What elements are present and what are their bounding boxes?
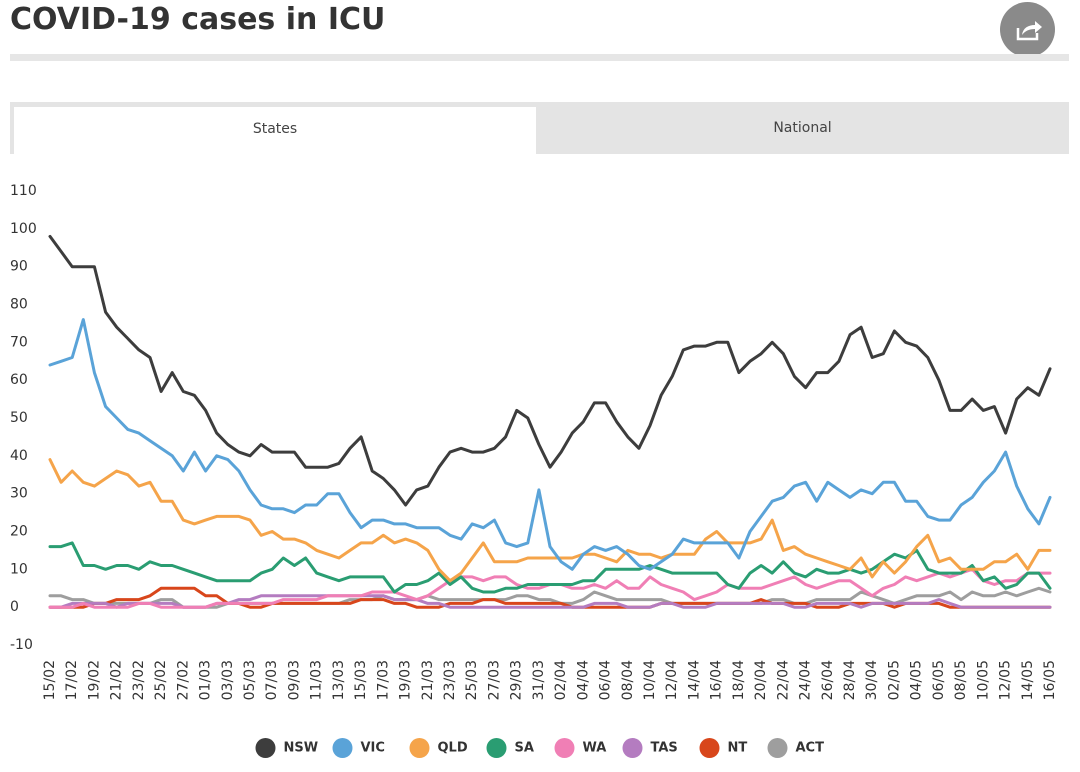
y-tick-label: 100 (10, 221, 37, 237)
y-tick-label: 40 (10, 448, 28, 464)
tab-bar: States National (10, 102, 1069, 154)
legend-label: ACT (796, 741, 825, 756)
x-tick-label: 16/04 (709, 660, 725, 700)
x-tick-label: 24/04 (798, 660, 814, 700)
legend-swatch (255, 738, 276, 758)
x-tick-label: 10/05 (975, 660, 991, 700)
legend-label: NSW (284, 741, 319, 756)
x-tick-label: 15/03 (353, 660, 369, 700)
x-tick-label: 02/04 (553, 660, 569, 700)
x-tick-label: 08/04 (620, 660, 636, 700)
x-tick-label: 25/02 (153, 660, 169, 700)
tab-active[interactable]: States (14, 107, 536, 154)
y-tick-label: 0 (10, 599, 19, 615)
x-tick-label: 02/05 (886, 660, 902, 700)
legend-swatch (699, 738, 720, 758)
x-tick-label: 30/04 (864, 660, 880, 700)
x-tick-label: 28/04 (842, 660, 858, 700)
x-tick-label: 19/02 (86, 660, 102, 700)
x-tick-label: 23/03 (442, 660, 458, 700)
x-tick-label: 08/05 (953, 660, 969, 700)
x-tick-label: 21/03 (420, 660, 436, 700)
x-tick-label: 14/04 (686, 660, 702, 700)
x-tick-label: 06/05 (931, 660, 947, 700)
legend-label: TAS (651, 741, 678, 756)
legend-swatch (767, 738, 788, 758)
x-tick-label: 13/03 (331, 660, 347, 700)
y-tick-label: 10 (10, 561, 28, 577)
legend-swatch (622, 738, 643, 758)
x-tick-label: 22/04 (775, 660, 791, 700)
share-icon (1016, 21, 1042, 41)
x-tick-label: 15/02 (42, 660, 58, 700)
y-tick-label: -10 (10, 637, 33, 653)
y-tick-label: 110 (10, 183, 37, 199)
y-tick-label: 30 (10, 486, 28, 502)
tab[interactable]: National (773, 120, 832, 136)
x-tick-label: 23/02 (131, 660, 147, 700)
x-tick-label: 16/05 (1042, 660, 1058, 700)
legend-label: NT (728, 741, 748, 756)
x-tick-label: 07/03 (264, 660, 280, 700)
x-tick-label: 11/03 (309, 660, 325, 700)
y-tick-label: 20 (10, 524, 28, 540)
x-tick-label: 19/03 (398, 660, 414, 700)
x-tick-label: 10/04 (642, 660, 658, 700)
x-tick-label: 27/02 (175, 660, 191, 700)
x-tick-label: 01/03 (198, 660, 214, 700)
legend-label: WA (583, 741, 607, 756)
legend-label: VIC (361, 741, 385, 756)
x-tick-label: 17/02 (64, 660, 80, 700)
legend-swatch (332, 738, 353, 758)
x-tick-label: 26/04 (820, 660, 836, 700)
x-tick-label: 06/04 (598, 660, 614, 700)
x-tick-label: 18/04 (731, 660, 747, 700)
x-tick-label: 14/05 (1020, 660, 1036, 700)
y-tick-label: 80 (10, 297, 28, 313)
x-tick-label: 25/03 (464, 660, 480, 700)
y-tick-label: 70 (10, 334, 28, 350)
x-tick-label: 20/04 (753, 660, 769, 700)
line-series (48, 318, 1052, 571)
legend-swatch (409, 738, 430, 758)
y-tick-label: 50 (10, 410, 28, 426)
line-series (48, 458, 1052, 583)
x-tick-label: 21/02 (109, 660, 125, 700)
y-tick-label: 90 (10, 259, 28, 275)
x-tick-label: 05/03 (242, 660, 258, 700)
x-tick-label: 17/03 (375, 660, 391, 700)
share-button[interactable] (1000, 2, 1055, 57)
x-tick-label: 12/04 (664, 660, 680, 700)
line-series (48, 234, 1052, 507)
x-tick-label: 31/03 (531, 660, 547, 700)
legend-swatch (486, 738, 507, 758)
x-tick-label: 27/03 (486, 660, 502, 700)
legend-label: QLD (438, 741, 468, 756)
legend-swatch (554, 738, 575, 758)
x-tick-label: 29/03 (509, 660, 525, 700)
line-series (48, 586, 1052, 609)
divider (10, 54, 1069, 61)
y-tick-label: 60 (10, 372, 28, 388)
x-tick-label: 03/03 (220, 660, 236, 700)
x-tick-label: 12/05 (998, 660, 1014, 700)
x-tick-label: 09/03 (286, 660, 302, 700)
x-tick-label: 04/04 (575, 660, 591, 700)
page-title: COVID-19 cases in ICU (10, 2, 386, 37)
legend-label: SA (515, 741, 534, 756)
x-tick-label: 04/05 (909, 660, 925, 700)
